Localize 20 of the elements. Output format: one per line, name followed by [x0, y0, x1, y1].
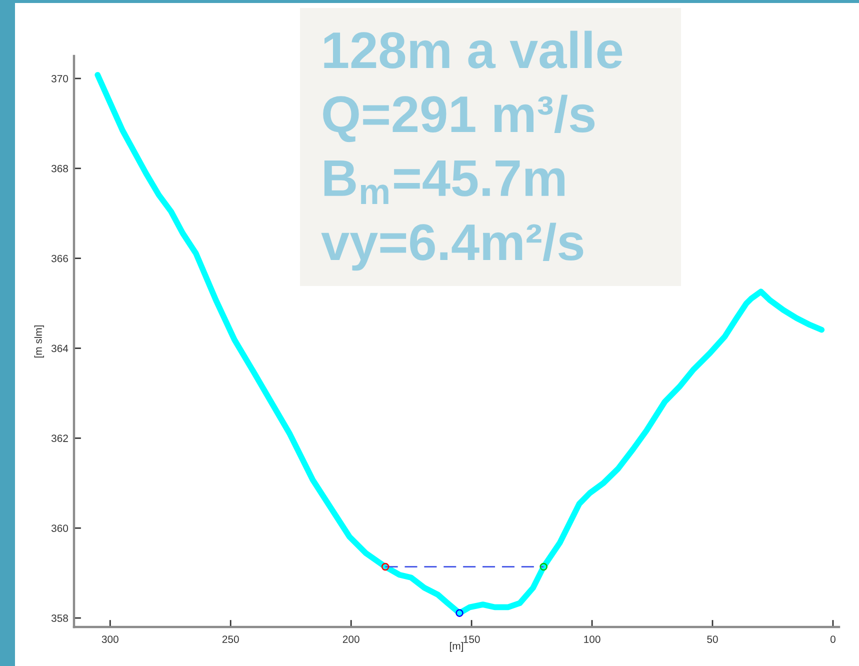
- annotation: vy=6.4m²/s: [321, 222, 584, 271]
- y-tick-label: 362: [51, 434, 68, 442]
- y-axis-title: [m slm]: [34, 325, 44, 358]
- y-tick-label: 364: [51, 344, 68, 352]
- x-tick-label: 200: [342, 636, 360, 643]
- x-axis-title: [m]: [450, 642, 463, 652]
- annotation: Q=291 m³/s: [323, 94, 595, 142]
- x-tick-label: 250: [222, 636, 239, 643]
- x-tick-label: 150: [464, 636, 480, 643]
- y-tick-label: 358: [51, 614, 68, 622]
- y-tick-label: 366: [51, 254, 68, 262]
- y-tick-label: 368: [51, 164, 68, 172]
- y-tick-label: 360: [51, 524, 68, 532]
- x-tick-label: 50: [707, 636, 718, 643]
- x-tick-label: 300: [102, 636, 118, 643]
- x-tick-label: 100: [584, 636, 600, 643]
- annotation: B$_{m}$=45.7m: [324, 160, 564, 204]
- annotation: 128m a valle: [324, 30, 622, 69]
- y-tick-label: 370: [51, 74, 68, 82]
- x-tick-label: 0: [830, 636, 836, 643]
